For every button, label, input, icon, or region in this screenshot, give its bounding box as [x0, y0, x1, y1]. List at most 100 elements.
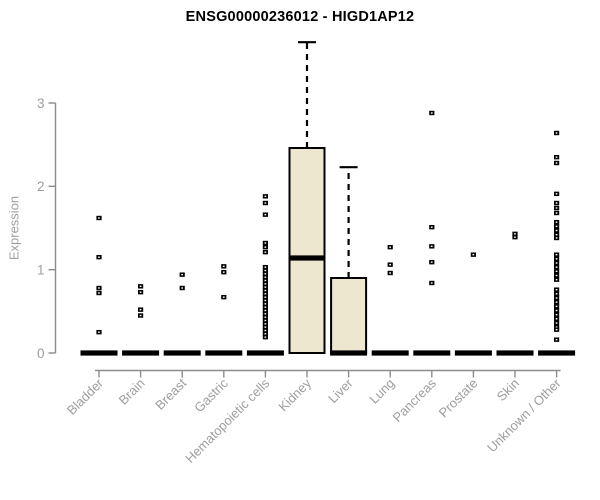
- outlier-point-center: [555, 162, 558, 164]
- median-bar: [330, 350, 368, 356]
- outlier-point-center: [555, 237, 558, 239]
- y-tick-label: 1: [37, 262, 45, 277]
- outlier-point-center: [555, 207, 558, 209]
- outlier-point-center: [139, 308, 142, 311]
- outlier-point-center: [222, 265, 225, 268]
- x-tick-label: Gastric: [191, 375, 231, 415]
- y-tick-label: 3: [37, 96, 45, 111]
- y-tick-label: 2: [37, 179, 45, 194]
- outlier-point-center: [181, 273, 183, 276]
- outlier-point-center: [555, 202, 558, 204]
- outlier-point-center: [264, 309, 267, 312]
- outlier-point-center: [514, 236, 516, 238]
- outlier-point-center: [555, 288, 558, 291]
- outlier-point-center: [555, 322, 558, 324]
- outlier-point-center: [264, 333, 267, 335]
- y-tick-label: 0: [37, 346, 45, 361]
- outlier-point-center: [264, 273, 267, 275]
- outlier-point-center: [264, 266, 267, 268]
- x-tick-label: Bladder: [64, 375, 107, 418]
- outlier-point-center: [181, 287, 183, 289]
- outlier-point-center: [222, 296, 225, 298]
- x-tick-label: Prostate: [436, 376, 481, 421]
- outlier-point-center: [98, 331, 100, 333]
- x-tick-label: Breast: [152, 375, 189, 412]
- outlier-point-center: [264, 289, 267, 292]
- outlier-point-center: [264, 306, 267, 308]
- median-bar: [454, 350, 492, 356]
- outlier-point-center: [555, 212, 558, 214]
- median-bar: [288, 255, 326, 261]
- outlier-point-center: [264, 286, 267, 288]
- outlier-point-center: [389, 263, 391, 266]
- outlier-point-center: [264, 296, 267, 298]
- outlier-point-center: [264, 279, 267, 282]
- median-bar: [246, 350, 284, 356]
- outlier-point-center: [98, 256, 100, 258]
- x-tick-label: Brain: [116, 376, 148, 408]
- outlier-point-center: [264, 283, 267, 285]
- outlier-point-center: [555, 274, 558, 277]
- outlier-point-center: [555, 253, 558, 256]
- outlier-point-center: [389, 246, 391, 248]
- median-bar: [496, 350, 534, 356]
- outlier-point-center: [555, 132, 558, 134]
- median-bar: [371, 350, 409, 356]
- outlier-point-center: [264, 246, 267, 248]
- x-tick-label: Unknown / Other: [484, 375, 564, 455]
- x-tick-label: Lung: [366, 376, 397, 407]
- outlier-point-center: [389, 272, 391, 274]
- x-tick-label: Pancreas: [389, 375, 439, 425]
- outlier-point-center: [555, 266, 558, 268]
- outlier-point-center: [555, 313, 558, 316]
- x-tick-label: Liver: [325, 375, 356, 406]
- outlier-point-center: [264, 329, 267, 332]
- outlier-point-center: [555, 262, 558, 264]
- outlier-point-center: [264, 251, 267, 253]
- outlier-point-center: [264, 276, 267, 278]
- outlier-point-center: [264, 336, 267, 338]
- x-tick-label: Skin: [494, 376, 522, 404]
- outlier-point-center: [555, 305, 558, 308]
- outlier-point-center: [264, 242, 267, 244]
- outlier-point-center: [430, 112, 433, 114]
- outlier-point-center: [264, 303, 267, 305]
- outlier-point-center: [555, 258, 558, 260]
- chart-title: ENSG00000236012 - HIGD1AP12: [185, 9, 415, 25]
- outlier-point-center: [430, 261, 433, 263]
- median-bar: [205, 350, 243, 356]
- outlier-point-center: [264, 195, 267, 198]
- outlier-point-center: [264, 326, 267, 328]
- outlier-point-center: [555, 233, 558, 236]
- outlier-point-center: [430, 226, 433, 228]
- outlier-point-center: [555, 156, 558, 158]
- outlier-point-center: [264, 323, 267, 325]
- outlier-point-center: [264, 293, 267, 295]
- outlier-point-center: [555, 328, 558, 331]
- outlier-point-center: [139, 314, 142, 317]
- outlier-point-center: [98, 217, 100, 219]
- outlier-point-center: [555, 326, 558, 328]
- outlier-point-center: [264, 213, 267, 216]
- median-bar: [80, 350, 118, 356]
- x-tick-label: Kidney: [275, 375, 314, 414]
- median-bar: [122, 350, 160, 356]
- median-bar: [413, 350, 451, 356]
- outlier-point-center: [555, 297, 558, 299]
- median-bar: [163, 350, 201, 356]
- outlier-point-center: [264, 269, 267, 272]
- outlier-point-center: [264, 316, 267, 318]
- outlier-point-center: [430, 245, 433, 248]
- outlier-point-center: [472, 253, 475, 256]
- outlier-point-center: [139, 285, 142, 288]
- outlier-point-center: [555, 229, 558, 232]
- median-bar: [538, 350, 576, 356]
- outlier-point-center: [555, 221, 558, 223]
- box-6: [330, 277, 368, 354]
- outlier-point-center: [555, 309, 558, 312]
- outlier-point-center: [264, 299, 267, 302]
- outlier-point-center: [555, 278, 558, 281]
- outlier-point-center: [555, 270, 558, 273]
